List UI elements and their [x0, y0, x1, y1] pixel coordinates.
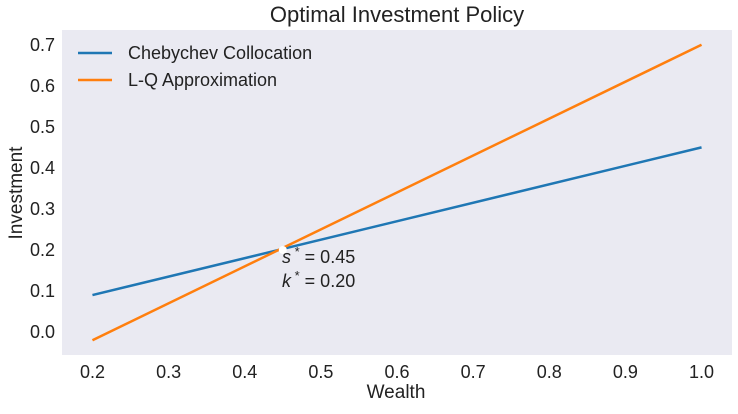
series-line-lq	[91, 43, 703, 342]
x-tick-label: 0.6	[384, 362, 409, 382]
legend: Chebychev Collocation L-Q Approximation	[78, 43, 312, 90]
x-tick-label: 0.7	[461, 362, 486, 382]
y-tick-label: 0.3	[30, 199, 55, 219]
annotation-s-star: s * = 0.45	[282, 244, 355, 267]
chart-title: Optimal Investment Policy	[270, 2, 524, 27]
y-tick-label: 0.6	[30, 76, 55, 96]
legend-label: Chebychev Collocation	[128, 43, 312, 63]
x-tick-label: 0.5	[308, 362, 333, 382]
y-tick-label: 0.7	[30, 35, 55, 55]
y-tick-label: 0.5	[30, 117, 55, 137]
y-tick-label: 0.2	[30, 240, 55, 260]
x-tick-label: 0.4	[232, 362, 257, 382]
x-tick-label: 0.2	[80, 362, 105, 382]
y-tick-label: 0.0	[30, 322, 55, 342]
steady-state-marker	[278, 245, 287, 254]
x-tick-label: 0.3	[156, 362, 181, 382]
y-tick-label: 0.1	[30, 281, 55, 301]
y-axis-label: Investment	[6, 146, 27, 240]
x-tick-label: 1.0	[689, 362, 714, 382]
x-axis-label: Wealth	[367, 382, 426, 403]
legend-label: L-Q Approximation	[128, 70, 277, 90]
annotation-k-star: k * = 0.20	[282, 268, 355, 291]
y-tick-label: 0.4	[30, 158, 55, 178]
series-line-chebychev	[92, 146, 702, 297]
x-tick-label: 0.8	[537, 362, 562, 382]
x-tick-label: 0.9	[613, 362, 638, 382]
